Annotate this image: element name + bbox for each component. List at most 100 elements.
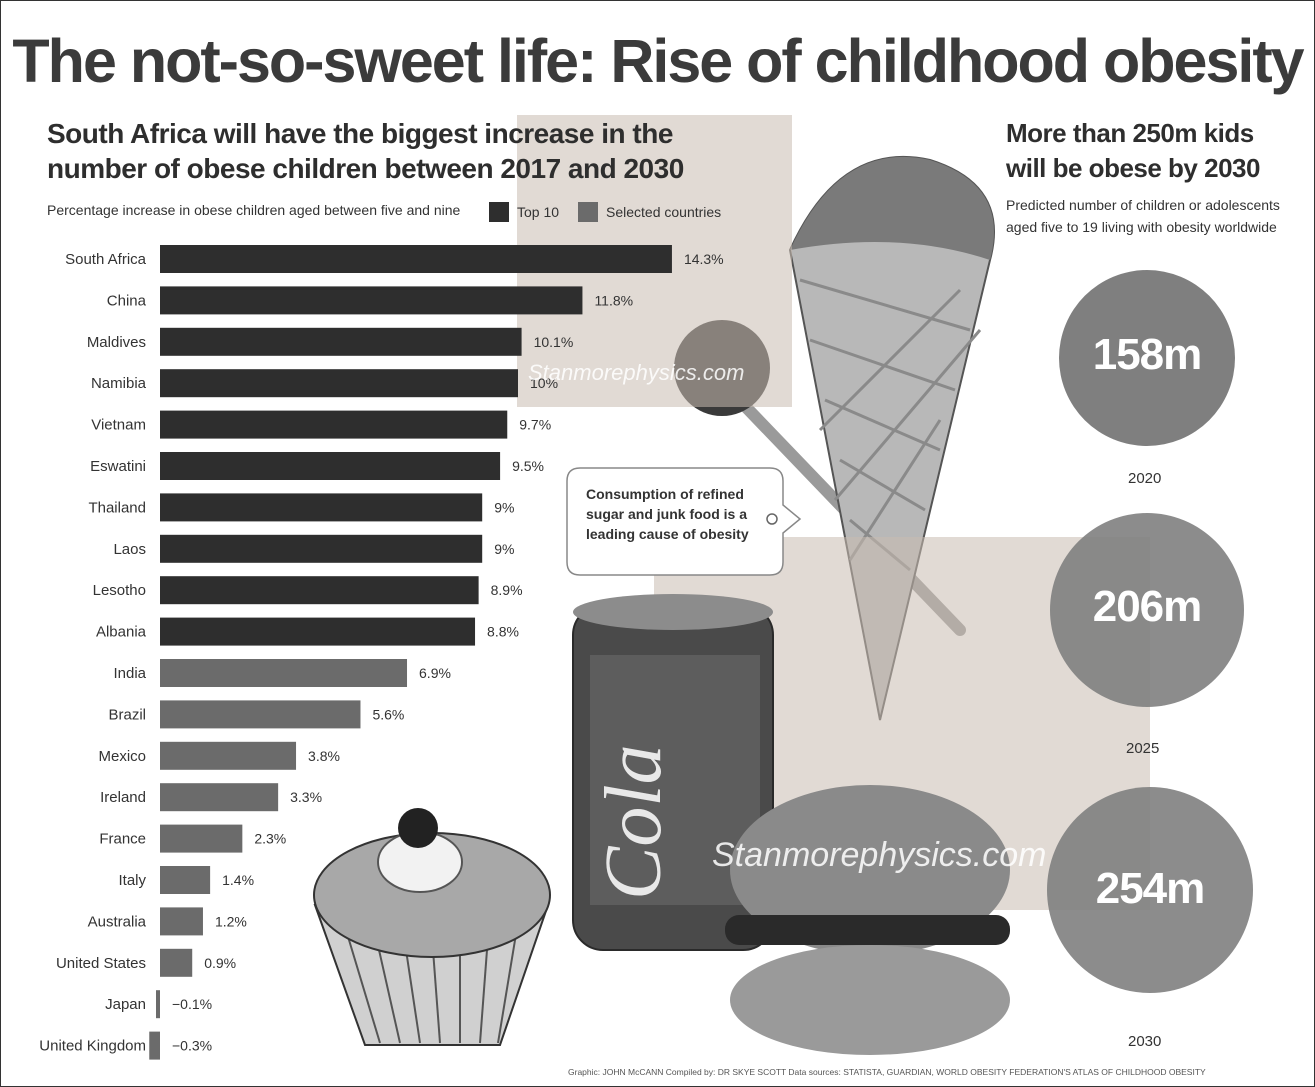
category-label: Vietnam <box>91 417 146 434</box>
watermark-bottom: Stanmorephysics.com <box>712 836 1047 874</box>
bar <box>160 617 476 646</box>
bar <box>160 948 193 977</box>
category-label: Albania <box>96 624 147 641</box>
category-label: Lesotho <box>93 582 146 599</box>
credits: Graphic: JOHN McCANN Compiled by: DR SKY… <box>568 1067 1206 1077</box>
legend-selected-swatch <box>578 202 598 222</box>
category-label: India <box>113 665 146 682</box>
category-label: Namibia <box>91 375 147 392</box>
circle-value-2030: 254m <box>1095 864 1206 913</box>
category-label: Ireland <box>100 789 146 806</box>
value-label: 9.5% <box>512 458 544 474</box>
value-label: 10.1% <box>534 334 574 350</box>
burger-bun-top <box>730 785 1010 955</box>
bar <box>160 824 243 853</box>
value-label: 3.3% <box>290 789 322 805</box>
callout-line3: leading cause of obesity <box>586 526 749 542</box>
right-subtitle-line1: Predicted number of children or adolesce… <box>1006 197 1280 213</box>
category-label: Australia <box>88 913 147 930</box>
bar <box>149 1031 160 1060</box>
bar <box>160 286 583 315</box>
callout-pin <box>766 513 778 525</box>
callout-text: Consumption of refined sugar and junk fo… <box>586 484 766 544</box>
circle-2030 <box>1047 787 1253 993</box>
value-label: 8.9% <box>491 582 523 598</box>
value-label: 2.3% <box>254 831 286 847</box>
category-label: Maldives <box>87 334 146 351</box>
value-label: 1.2% <box>215 913 247 929</box>
bar <box>160 741 297 770</box>
value-label: 10% <box>530 375 558 391</box>
legend-selected-label: Selected countries <box>606 204 722 220</box>
category-label: Mexico <box>98 748 146 765</box>
value-label: 8.8% <box>487 624 519 640</box>
value-label: 1.4% <box>222 872 254 888</box>
circle-year-2025: 2025 <box>1126 740 1160 757</box>
category-label: Japan <box>105 996 146 1013</box>
value-label: 6.9% <box>419 665 451 681</box>
right-headline-line2: will be obese by 2030 <box>1006 153 1260 183</box>
cola-can-lid <box>573 594 773 630</box>
burger-bun-bottom <box>730 945 1010 1055</box>
legend-top10: Top 10 <box>489 202 559 222</box>
value-label: 9.7% <box>519 417 551 433</box>
watermark-top: Stanmorephysics.com <box>528 360 745 385</box>
bar <box>160 452 501 480</box>
bar <box>160 783 279 812</box>
right-headline-line1: More than 250m kids <box>1006 118 1254 148</box>
right-subtitle: Predicted number of children or adolesce… <box>1006 194 1280 238</box>
value-label: 9% <box>494 499 514 515</box>
value-label: 9% <box>494 541 514 557</box>
value-label: −0.1% <box>172 996 212 1012</box>
bar <box>160 327 522 356</box>
category-label: Eswatini <box>90 458 146 475</box>
circle-year-2030: 2030 <box>1128 1033 1162 1050</box>
value-label: 5.6% <box>372 706 404 722</box>
bar <box>160 659 408 687</box>
category-label: France <box>99 831 146 848</box>
category-label: Thailand <box>88 499 146 516</box>
callout-line1: Consumption of refined <box>586 486 744 502</box>
circle-value-2025: 206m <box>1092 582 1203 631</box>
main-title: The not-so-sweet life: Rise of childhood… <box>12 27 1304 95</box>
value-label: 14.3% <box>684 251 724 267</box>
bar <box>156 990 160 1019</box>
category-label: South Africa <box>65 251 147 268</box>
bar <box>160 700 361 729</box>
callout-bubble <box>566 467 802 576</box>
circle-2025 <box>1050 513 1244 707</box>
right-subtitle-line2: aged five to 19 living with obesity worl… <box>1006 219 1277 235</box>
legend-selected: Selected countries <box>578 202 721 222</box>
chart-subtitle: Percentage increase in obese children ag… <box>47 202 461 218</box>
legend-top10-swatch <box>489 202 509 222</box>
circle-year-2020: 2020 <box>1128 470 1162 487</box>
category-label: United Kingdom <box>39 1038 146 1055</box>
value-label: 3.8% <box>308 748 340 764</box>
bar <box>160 410 508 439</box>
bar <box>160 245 672 273</box>
category-label: Italy <box>118 872 146 889</box>
value-label: −0.3% <box>172 1038 212 1054</box>
category-label: Laos <box>113 541 146 558</box>
bar <box>160 493 483 522</box>
category-label: Brazil <box>108 706 146 723</box>
bar <box>160 907 203 936</box>
bar <box>160 576 479 605</box>
chart-headline-line2: number of obese children between 2017 an… <box>47 153 684 184</box>
cupcake-cherry <box>398 808 438 848</box>
chart-headline-line1: South Africa will have the biggest incre… <box>47 118 673 149</box>
bar <box>160 534 483 563</box>
callout-line2: sugar and junk food is a <box>586 506 748 522</box>
circle-value-2020: 158m <box>1092 330 1203 379</box>
cola-can-text: Cola <box>590 744 678 900</box>
category-label: United States <box>56 955 146 972</box>
value-label: 0.9% <box>204 955 236 971</box>
category-label: China <box>107 292 147 309</box>
chart-headline: South Africa will have the biggest incre… <box>47 116 684 186</box>
right-headline: More than 250m kids will be obese by 203… <box>1006 116 1260 186</box>
bar <box>160 866 211 894</box>
value-label: 11.8% <box>594 292 633 308</box>
legend-top10-label: Top 10 <box>517 204 560 220</box>
